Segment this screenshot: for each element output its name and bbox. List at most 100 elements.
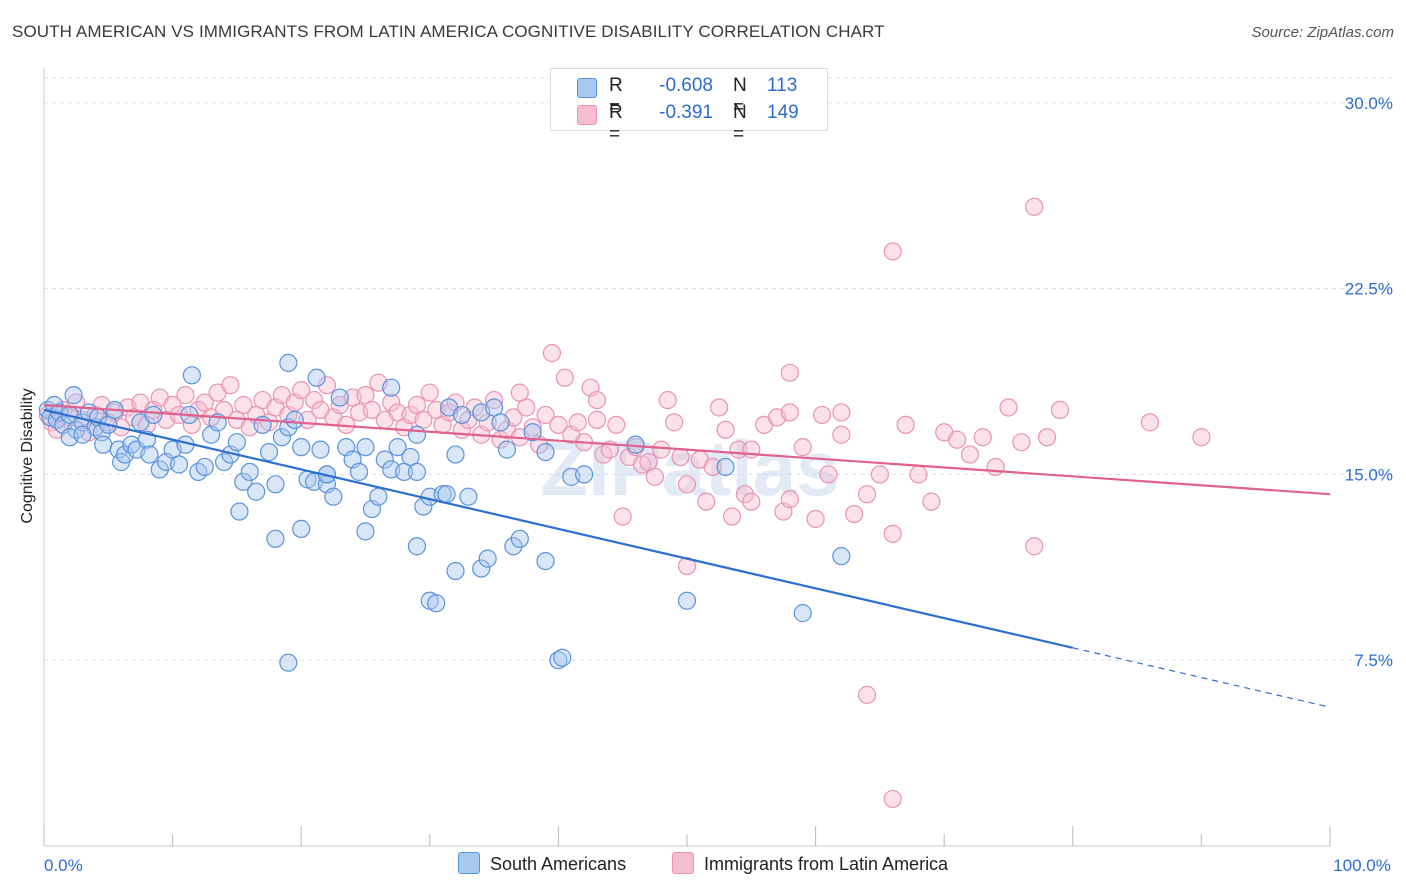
y-tick-label: 22.5% xyxy=(1345,280,1393,299)
immigrants-point xyxy=(735,485,754,504)
legend-swatch-blue xyxy=(577,78,597,98)
chart-title: SOUTH AMERICAN VS IMMIGRANTS FROM LATIN … xyxy=(12,22,885,41)
south-americans-point xyxy=(144,405,163,425)
immigrants-point xyxy=(382,393,401,412)
south-americans-point xyxy=(497,440,517,459)
south-americans-point xyxy=(553,648,572,667)
immigrants-point xyxy=(1025,537,1044,556)
trend-lines xyxy=(43,403,1331,708)
south-americans-point xyxy=(266,529,285,548)
immigrants-point xyxy=(536,405,555,425)
south-americans-point xyxy=(459,487,478,506)
south-americans-point xyxy=(523,423,542,442)
immigrants-trend-line xyxy=(43,403,1331,496)
immigrants-point xyxy=(587,390,607,410)
south-americans-point xyxy=(575,465,594,484)
immigrants-point xyxy=(780,403,799,422)
immigrants-point xyxy=(857,685,877,704)
south-americans-point xyxy=(356,438,375,457)
bottom-legend-label: Immigrants from Latin America xyxy=(704,854,949,874)
immigrants-point xyxy=(806,509,825,529)
immigrants-point xyxy=(883,242,902,261)
south-americans-point xyxy=(478,549,497,568)
south-americans-point xyxy=(536,442,555,462)
immigrants-point xyxy=(947,430,967,449)
immigrants-point xyxy=(793,438,812,457)
legend-r-label: R = xyxy=(609,102,623,145)
south-americans-point xyxy=(716,457,735,477)
legend-n-label: N = xyxy=(733,75,747,118)
immigrants-point xyxy=(703,457,722,477)
immigrants-point xyxy=(909,465,928,484)
south-americans-point xyxy=(504,537,523,556)
immigrants-point xyxy=(1012,433,1031,452)
south-americans-point xyxy=(407,425,427,444)
correlation-legend: R = -0.608 N = 113 R = -0.391 N = 149 xyxy=(550,68,828,145)
south-americans-point xyxy=(369,487,388,506)
south-americans-point xyxy=(311,440,330,459)
south-americans-point xyxy=(407,537,427,556)
immigrants-point xyxy=(819,465,838,484)
immigrants-point xyxy=(1025,197,1044,216)
immigrants-point xyxy=(671,447,690,467)
south-americans-point xyxy=(94,435,113,454)
south-americans-point xyxy=(279,653,298,672)
immigrants-point xyxy=(317,376,337,395)
y-tick-label: 30.0% xyxy=(1345,94,1393,113)
immigrants-point xyxy=(922,492,941,511)
legend-n-label: N = xyxy=(733,102,747,145)
immigrants-point xyxy=(542,343,562,363)
south-americans-point xyxy=(832,547,851,566)
immigrants-point xyxy=(812,405,832,425)
south-americans-point xyxy=(259,442,279,462)
south-americans-point xyxy=(356,522,375,541)
immigrants-point xyxy=(613,507,632,526)
immigrants-point xyxy=(555,368,574,387)
south-americans-point xyxy=(195,457,214,477)
immigrants-point xyxy=(1140,413,1160,432)
y-axis-label: Cognitive Disability xyxy=(19,388,36,524)
immigrants-point xyxy=(832,425,851,444)
south-americans-point xyxy=(266,475,285,494)
immigrants-point xyxy=(1192,428,1211,447)
y-tick-label: 15.0% xyxy=(1345,465,1393,484)
south-americans-point xyxy=(285,410,304,429)
south-americans-point xyxy=(491,413,510,432)
south-americans-point xyxy=(307,368,326,387)
immigrants-point xyxy=(1037,428,1057,447)
south-americans-point xyxy=(452,405,472,425)
south-americans-point xyxy=(427,594,446,613)
immigrants-point xyxy=(420,383,439,402)
south-americans-point xyxy=(437,485,456,504)
immigrants-point xyxy=(697,492,716,511)
bottom-legend-swatch-pink xyxy=(672,852,694,874)
immigrants-point xyxy=(780,490,799,509)
south-americans-point xyxy=(64,386,83,405)
legend-swatch-pink xyxy=(577,105,597,125)
south-americans-point xyxy=(407,462,427,482)
immigrants-point xyxy=(710,398,729,417)
legend-n-value: 149 xyxy=(767,102,799,123)
south-americans-point xyxy=(292,438,311,457)
immigrants-point xyxy=(1050,400,1070,420)
south-americans-point xyxy=(446,561,465,581)
south-americans-point xyxy=(375,450,394,469)
south-americans-point xyxy=(388,438,407,457)
south-americans-point xyxy=(230,502,249,521)
legend-r-value: -0.391 xyxy=(659,102,713,123)
immigrants-point xyxy=(960,445,980,464)
bottom-legend-label: South Americans xyxy=(490,854,627,874)
south-americans-point xyxy=(214,452,234,472)
south-americans-point xyxy=(150,460,169,479)
south-americans-trend-line xyxy=(43,408,1074,649)
south-americans-point xyxy=(227,433,246,452)
immigrants-point xyxy=(523,418,542,437)
immigrants-point xyxy=(485,390,504,410)
immigrants-point xyxy=(883,524,902,543)
immigrants-point xyxy=(999,398,1018,417)
south-americans-point xyxy=(677,591,697,610)
immigrants-point xyxy=(742,492,761,511)
immigrants-point xyxy=(896,415,915,434)
immigrants-point xyxy=(677,475,697,494)
